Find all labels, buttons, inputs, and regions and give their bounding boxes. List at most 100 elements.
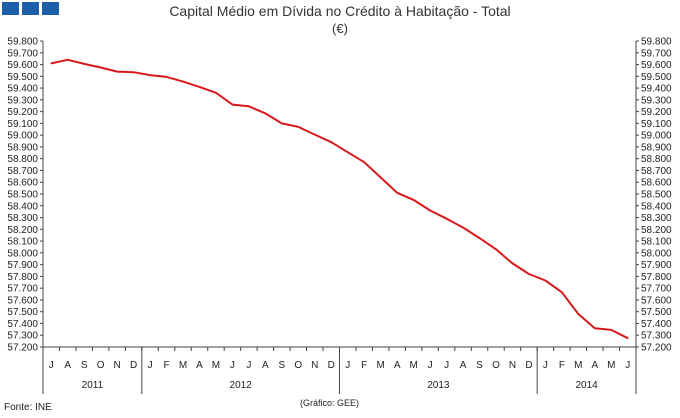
chart-credit: (Gráfico: GEE) [300, 398, 360, 408]
month-label: A [196, 360, 203, 371]
data-point [149, 74, 151, 76]
data-point [215, 91, 217, 94]
y-tick-label-left: 57.300 [7, 331, 38, 342]
y-tick-label-left: 57.700 [7, 284, 38, 295]
ine-logo [2, 2, 59, 15]
month-label: D [130, 360, 137, 371]
logo-block [22, 2, 39, 15]
y-tick-label-right: 57.600 [641, 295, 672, 306]
y-tick-label-left: 58.500 [7, 190, 38, 201]
y-tick-label-right: 58.500 [641, 190, 672, 201]
data-point [297, 126, 300, 128]
month-label: S [279, 360, 286, 371]
y-tick-label-left: 59.200 [7, 107, 38, 118]
month-label: O [294, 360, 302, 371]
y-tick-label-left: 58.200 [7, 225, 38, 236]
data-point [313, 133, 316, 136]
month-label: J [49, 360, 54, 371]
data-point [429, 209, 431, 212]
month-label: A [262, 360, 269, 371]
month-label: A [64, 360, 71, 371]
y-tick-label-left: 58.400 [7, 201, 38, 212]
month-label: J [625, 360, 630, 371]
y-tick-label-right: 58.700 [641, 166, 672, 177]
data-point [346, 151, 349, 154]
y-tick-label-right: 57.200 [641, 343, 672, 354]
data-point [66, 59, 69, 61]
data-point [99, 66, 102, 69]
y-tick-label-right: 59.700 [641, 48, 672, 59]
data-point [396, 192, 398, 194]
data-point [511, 262, 514, 265]
month-label: M [574, 360, 582, 371]
data-point [363, 161, 366, 164]
month-label: A [394, 360, 401, 371]
month-label: F [559, 360, 565, 371]
month-label: J [148, 360, 153, 371]
month-label: J [345, 360, 350, 371]
y-tick-label-left: 58.900 [7, 142, 38, 153]
logo-block [2, 2, 19, 15]
month-label: S [81, 360, 88, 371]
month-label: M [409, 360, 417, 371]
month-label: D [525, 360, 532, 371]
y-tick-label-left: 58.100 [7, 237, 38, 248]
chart-title: Capital Médio em Dívida no Crédito à Hab… [169, 3, 511, 19]
month-label: D [328, 360, 335, 371]
month-label: F [361, 360, 367, 371]
data-point [281, 122, 283, 125]
month-label: J [246, 360, 251, 371]
y-tick-label-right: 57.800 [641, 272, 672, 283]
y-tick-label-right: 58.900 [641, 142, 672, 153]
month-label: N [311, 360, 318, 371]
data-point [594, 327, 596, 329]
logo-block [42, 2, 59, 15]
y-tick-label-right: 57.700 [641, 284, 672, 295]
data-point [264, 112, 267, 115]
data-point [445, 217, 448, 220]
y-tick-label-right: 58.400 [641, 201, 672, 212]
data-point [132, 71, 135, 73]
month-label: M [212, 360, 220, 371]
y-tick-label-left: 57.800 [7, 272, 38, 283]
data-point [83, 63, 85, 65]
y-tick-label-right: 57.300 [641, 331, 672, 342]
y-tick-label-right: 59.200 [641, 107, 672, 118]
y-tick-label-right: 59.100 [641, 119, 672, 130]
series-line [50, 58, 629, 340]
year-label: 2011 [82, 380, 104, 391]
y-tick-label-left: 59.300 [7, 95, 38, 106]
data-point [182, 80, 184, 83]
y-tick-label-left: 57.400 [7, 319, 38, 330]
data-point [610, 329, 613, 331]
y-tick-label-left: 59.100 [7, 119, 38, 130]
y-tick-label-right: 58.300 [641, 213, 672, 224]
year-label: 2012 [230, 380, 253, 391]
y-tick-label-right: 59.000 [641, 131, 672, 142]
y-tick-label-right: 58.600 [641, 178, 672, 189]
y-tick-label-left: 59.500 [7, 72, 38, 83]
data-point [412, 199, 415, 201]
y-tick-label-right: 57.500 [641, 307, 672, 318]
y-tick-label-left: 58.600 [7, 178, 38, 189]
y-tick-label-left: 57.900 [7, 260, 38, 271]
y-tick-label-left: 59.000 [7, 131, 38, 142]
data-point [528, 273, 530, 275]
y-tick-label-left: 58.800 [7, 154, 38, 165]
y-tick-label-left: 59.800 [7, 37, 38, 48]
y-tick-label-left: 58.300 [7, 213, 38, 224]
data-point [462, 226, 464, 229]
data-point [577, 313, 580, 315]
month-label: N [509, 360, 516, 371]
y-tick-label-right: 57.900 [641, 260, 672, 271]
month-label: M [377, 360, 385, 371]
data-point [50, 62, 53, 65]
y-tick-label-right: 59.600 [641, 60, 672, 71]
data-point [478, 237, 481, 239]
month-label: J [428, 360, 433, 371]
y-tick-label-left: 59.400 [7, 84, 38, 95]
source-note: Fonte: INE [4, 402, 52, 413]
y-tick-label-right: 57.400 [641, 319, 672, 330]
y-tick-label-right: 58.000 [641, 248, 672, 259]
